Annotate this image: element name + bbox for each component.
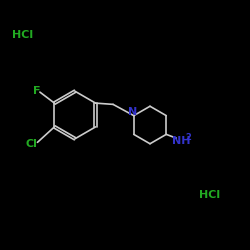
Text: HCl: HCl [200, 190, 220, 200]
Text: F: F [33, 86, 41, 96]
Text: 2: 2 [185, 133, 191, 142]
Text: HCl: HCl [12, 30, 33, 40]
Text: NH: NH [172, 136, 191, 145]
Text: N: N [128, 107, 138, 117]
Text: Cl: Cl [26, 139, 38, 149]
